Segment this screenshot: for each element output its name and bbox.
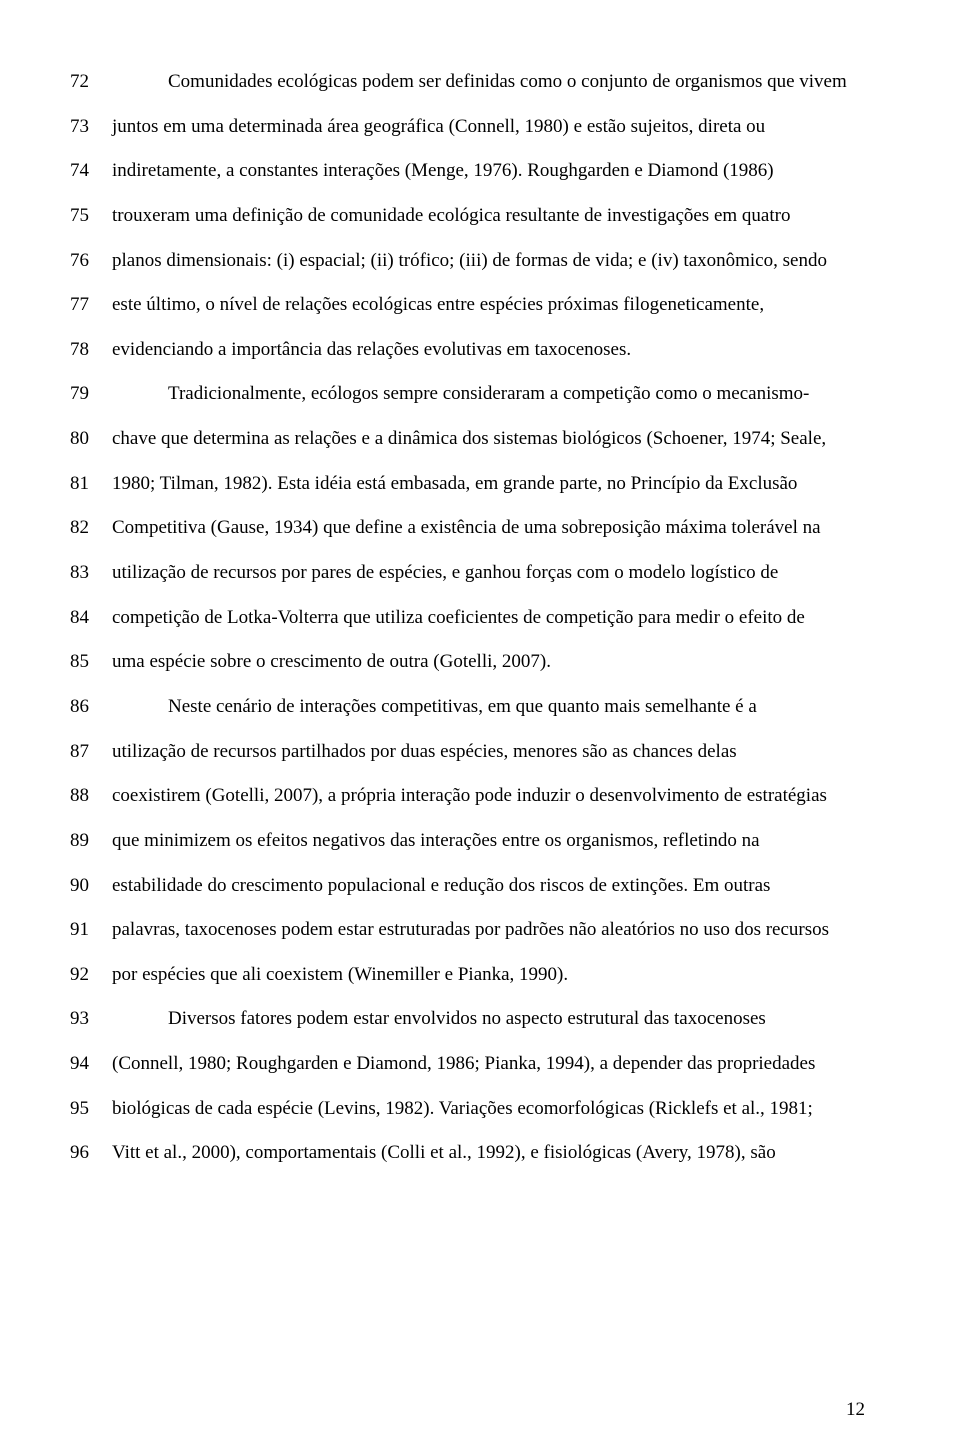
- text-line: 89que minimizem os efeitos negativos das…: [70, 819, 865, 864]
- line-number: 96: [70, 1131, 112, 1176]
- text-line: 87utilização de recursos partilhados por…: [70, 730, 865, 775]
- line-number: 91: [70, 908, 112, 953]
- line-text: uma espécie sobre o crescimento de outra…: [112, 640, 865, 685]
- line-number: 92: [70, 953, 112, 998]
- line-text: palavras, taxocenoses podem estar estrut…: [112, 908, 865, 953]
- line-text: que minimizem os efeitos negativos das i…: [112, 819, 865, 864]
- text-line: 811980; Tilman, 1982). Esta idéia está e…: [70, 462, 865, 507]
- text-line: 85uma espécie sobre o crescimento de out…: [70, 640, 865, 685]
- line-text: coexistirem (Gotelli, 2007), a própria i…: [112, 774, 865, 819]
- text-line: 76planos dimensionais: (i) espacial; (ii…: [70, 239, 865, 284]
- page-number: 12: [846, 1399, 865, 1421]
- text-line: 88coexistirem (Gotelli, 2007), a própria…: [70, 774, 865, 819]
- page: 72Comunidades ecológicas podem ser defin…: [0, 0, 960, 1451]
- line-text: evidenciando a importância das relações …: [112, 328, 865, 373]
- body-text: 72Comunidades ecológicas podem ser defin…: [70, 60, 865, 1176]
- text-line: 91palavras, taxocenoses podem estar estr…: [70, 908, 865, 953]
- line-text: planos dimensionais: (i) espacial; (ii) …: [112, 239, 865, 284]
- text-line: 93Diversos fatores podem estar envolvido…: [70, 997, 865, 1042]
- text-line: 83utilização de recursos por pares de es…: [70, 551, 865, 596]
- text-line: 94(Connell, 1980; Roughgarden e Diamond,…: [70, 1042, 865, 1087]
- line-number: 87: [70, 730, 112, 775]
- text-line: 75trouxeram uma definição de comunidade …: [70, 194, 865, 239]
- line-text: biológicas de cada espécie (Levins, 1982…: [112, 1087, 865, 1132]
- line-text: por espécies que ali coexistem (Winemill…: [112, 953, 865, 998]
- line-text: Vitt et al., 2000), comportamentais (Col…: [112, 1131, 865, 1176]
- text-line: 72Comunidades ecológicas podem ser defin…: [70, 60, 865, 105]
- line-number: 89: [70, 819, 112, 864]
- line-number: 81: [70, 462, 112, 507]
- line-number: 76: [70, 239, 112, 284]
- line-number: 72: [70, 60, 112, 105]
- line-text: utilização de recursos partilhados por d…: [112, 730, 865, 775]
- line-number: 75: [70, 194, 112, 239]
- line-text: Comunidades ecológicas podem ser definid…: [112, 60, 865, 105]
- line-text: Neste cenário de interações competitivas…: [112, 685, 865, 730]
- line-number: 74: [70, 149, 112, 194]
- text-line: 77este último, o nível de relações ecoló…: [70, 283, 865, 328]
- text-line: 92por espécies que ali coexistem (Winemi…: [70, 953, 865, 998]
- line-text: juntos em uma determinada área geográfic…: [112, 105, 865, 150]
- line-text: indiretamente, a constantes interações (…: [112, 149, 865, 194]
- line-number: 82: [70, 506, 112, 551]
- line-text: estabilidade do crescimento populacional…: [112, 864, 865, 909]
- line-text: trouxeram uma definição de comunidade ec…: [112, 194, 865, 239]
- line-number: 84: [70, 596, 112, 641]
- text-line: 96Vitt et al., 2000), comportamentais (C…: [70, 1131, 865, 1176]
- line-number: 85: [70, 640, 112, 685]
- text-line: 82Competitiva (Gause, 1934) que define a…: [70, 506, 865, 551]
- line-text: utilização de recursos por pares de espé…: [112, 551, 865, 596]
- line-text: Tradicionalmente, ecólogos sempre consid…: [112, 372, 865, 417]
- line-number: 79: [70, 372, 112, 417]
- line-number: 90: [70, 864, 112, 909]
- line-number: 73: [70, 105, 112, 150]
- line-text: Competitiva (Gause, 1934) que define a e…: [112, 506, 865, 551]
- line-text: Diversos fatores podem estar envolvidos …: [112, 997, 865, 1042]
- line-text: este último, o nível de relações ecológi…: [112, 283, 865, 328]
- text-line: 74indiretamente, a constantes interações…: [70, 149, 865, 194]
- line-text: competição de Lotka-Volterra que utiliza…: [112, 596, 865, 641]
- line-number: 86: [70, 685, 112, 730]
- line-number: 88: [70, 774, 112, 819]
- text-line: 78evidenciando a importância das relaçõe…: [70, 328, 865, 373]
- line-text: chave que determina as relações e a dinâ…: [112, 417, 865, 462]
- text-line: 73juntos em uma determinada área geográf…: [70, 105, 865, 150]
- text-line: 86Neste cenário de interações competitiv…: [70, 685, 865, 730]
- line-text: (Connell, 1980; Roughgarden e Diamond, 1…: [112, 1042, 865, 1087]
- text-line: 80chave que determina as relações e a di…: [70, 417, 865, 462]
- text-line: 84competição de Lotka-Volterra que utili…: [70, 596, 865, 641]
- line-number: 93: [70, 997, 112, 1042]
- line-number: 83: [70, 551, 112, 596]
- line-text: 1980; Tilman, 1982). Esta idéia está emb…: [112, 462, 865, 507]
- line-number: 77: [70, 283, 112, 328]
- line-number: 94: [70, 1042, 112, 1087]
- line-number: 95: [70, 1087, 112, 1132]
- text-line: 79Tradicionalmente, ecólogos sempre cons…: [70, 372, 865, 417]
- text-line: 95biológicas de cada espécie (Levins, 19…: [70, 1087, 865, 1132]
- text-line: 90estabilidade do crescimento populacion…: [70, 864, 865, 909]
- line-number: 78: [70, 328, 112, 373]
- line-number: 80: [70, 417, 112, 462]
